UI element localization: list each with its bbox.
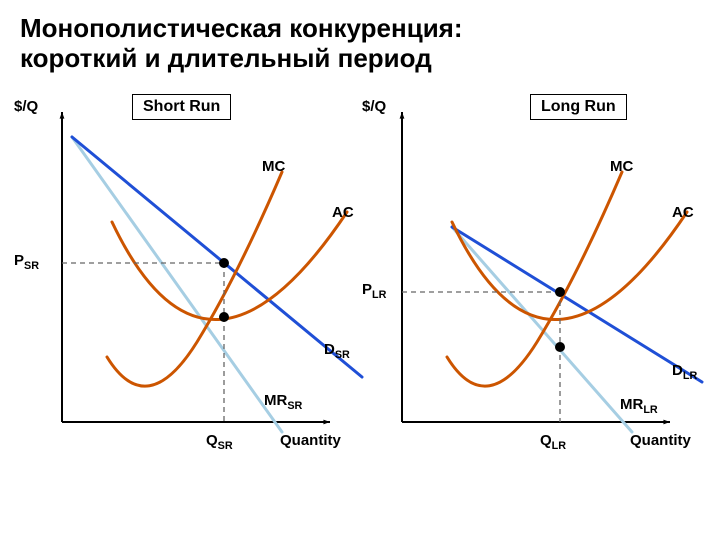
right-y-axis-label: $/Q — [362, 98, 386, 115]
right-price-label: PLR — [362, 281, 386, 301]
left-demand-label: DSR — [324, 341, 350, 361]
right-demand-label: DLR — [672, 362, 697, 382]
left-y-axis-label: $/Q — [14, 98, 38, 115]
short-run-plot — [20, 92, 340, 472]
title-line-2: короткий и длительный период — [20, 44, 700, 74]
left-price-label: PSR — [14, 252, 39, 272]
short-run-chart: Short Run — [20, 92, 340, 472]
left-mr-label: MRSR — [264, 392, 302, 412]
left-ac-label: AC — [332, 204, 354, 221]
title: Монополистическая конкуренция: короткий … — [20, 14, 700, 74]
right-x-axis-label: Quantity — [630, 432, 691, 449]
charts-row: Short Run Long Run $/Q MC AC PSR DSR MRS… — [20, 92, 700, 512]
right-mr-label: MRLR — [620, 396, 658, 416]
left-x-axis-label: Quantity — [280, 432, 341, 449]
left-quantity-label: QSR — [206, 432, 233, 452]
page: Монополистическая конкуренция: короткий … — [0, 0, 720, 540]
title-line-1: Монополистическая конкуренция: — [20, 14, 700, 44]
short-run-box-label: Short Run — [132, 94, 231, 120]
left-mc-label: MC — [262, 158, 285, 175]
right-ac-label: AC — [672, 204, 694, 221]
long-run-box-label: Long Run — [530, 94, 627, 120]
right-quantity-label: QLR — [540, 432, 566, 452]
right-mc-label: MC — [610, 158, 633, 175]
